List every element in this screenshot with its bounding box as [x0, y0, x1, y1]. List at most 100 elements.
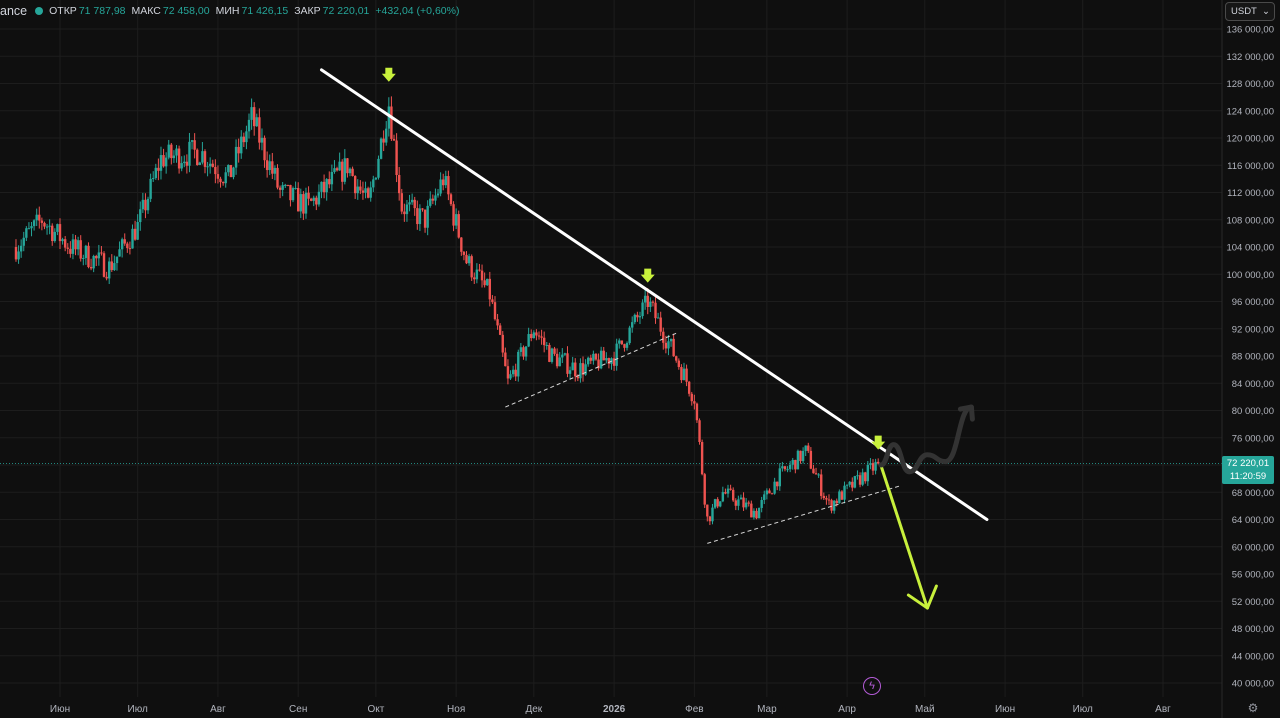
- candle-body: [157, 167, 160, 171]
- candle-body: [858, 475, 862, 485]
- candle-body: [822, 495, 826, 499]
- candle-body: [493, 302, 497, 320]
- currency-selector[interactable]: USDT ⌄: [1225, 2, 1275, 21]
- candle-body: [273, 167, 277, 174]
- last-price-value: 72 220,01: [1226, 458, 1270, 469]
- candle-body: [413, 199, 416, 209]
- status-dot: [35, 7, 44, 15]
- candle-body: [729, 488, 732, 490]
- candle-body: [356, 186, 359, 194]
- candle-body: [592, 353, 595, 361]
- candle-body: [299, 194, 302, 212]
- candle-body: [586, 357, 590, 365]
- candle-body: [566, 353, 569, 374]
- candle-body: [667, 341, 670, 349]
- candle-body: [214, 166, 217, 175]
- candle-body: [325, 179, 328, 193]
- x-tick-label: Авг: [1155, 704, 1171, 715]
- candle-body: [809, 450, 813, 469]
- candle-body: [706, 504, 709, 517]
- candle-body: [462, 251, 466, 255]
- candle-body: [708, 516, 712, 522]
- candle-body: [488, 278, 492, 300]
- gear-icon[interactable]: ⚙: [1247, 701, 1259, 715]
- candle-body: [654, 302, 657, 319]
- candle-body: [260, 137, 264, 143]
- candle-body: [840, 491, 844, 500]
- candle-body: [53, 231, 57, 242]
- candle-body: [123, 239, 126, 244]
- lightning-icon[interactable]: ϟ: [863, 677, 881, 695]
- candle-body: [467, 256, 471, 264]
- candle-body: [203, 151, 207, 167]
- down-arrow-marker-icon: [381, 67, 396, 82]
- candle-body: [791, 459, 794, 465]
- candle-body: [535, 332, 538, 336]
- candle-body: [801, 450, 805, 462]
- candle-body: [669, 338, 673, 342]
- candle-body: [221, 182, 225, 184]
- candle-body: [773, 481, 776, 494]
- candle-body: [175, 148, 178, 156]
- candle-body: [439, 179, 442, 194]
- candle-body: [804, 445, 807, 451]
- candle-body: [542, 337, 546, 346]
- candle-body: [568, 370, 572, 374]
- candle-body: [162, 155, 165, 167]
- candle-body: [486, 278, 489, 286]
- candle-body: [853, 476, 857, 488]
- candle-body: [770, 493, 774, 495]
- candle-body: [470, 256, 473, 278]
- candle-body: [615, 343, 618, 366]
- candle-body: [302, 194, 305, 214]
- candle-body: [555, 353, 559, 367]
- candle-body: [379, 138, 383, 159]
- candle-body: [698, 420, 701, 442]
- candle-body: [871, 463, 875, 471]
- candle-body: [757, 507, 761, 519]
- candle-body: [571, 362, 574, 371]
- candle-body: [760, 499, 763, 508]
- candle-body: [190, 140, 194, 142]
- candle-body: [864, 472, 867, 482]
- candle-body: [164, 157, 168, 167]
- candle-body: [416, 208, 419, 225]
- candle-body: [457, 214, 460, 238]
- low-value: 71 426,15: [241, 5, 289, 17]
- candle-body: [788, 464, 792, 470]
- candle-body: [649, 301, 652, 307]
- change-value: +432,04 (+0,60%): [375, 5, 460, 17]
- candle-body: [478, 269, 481, 271]
- candle-body: [227, 164, 230, 173]
- candle-body: [695, 403, 699, 421]
- y-tick-label: 100 000,00: [1226, 270, 1274, 281]
- candle-body: [465, 254, 468, 264]
- candle-body: [651, 301, 655, 303]
- candle-body: [781, 466, 784, 469]
- candle-body: [625, 343, 629, 348]
- candle-body: [876, 461, 880, 464]
- candle-body: [731, 489, 735, 501]
- candle-body: [594, 353, 598, 360]
- candle-body: [369, 187, 372, 198]
- candle-body: [63, 239, 67, 248]
- candle-body: [656, 317, 660, 319]
- candle-body: [128, 248, 132, 250]
- candle-body: [17, 251, 20, 260]
- candle-body: [219, 178, 222, 183]
- candle-body: [719, 501, 722, 507]
- candle-body: [377, 158, 380, 178]
- candle-body: [392, 138, 396, 141]
- candle-body: [229, 164, 233, 178]
- symbol-source[interactable]: ance: [0, 4, 28, 18]
- candle-body: [752, 510, 756, 518]
- candle-body: [579, 363, 582, 379]
- x-tick-label: Апр: [838, 704, 856, 715]
- y-tick-label: 108 000,00: [1226, 215, 1274, 226]
- candle-body: [188, 141, 191, 166]
- candle-body: [346, 158, 349, 174]
- candle-body: [452, 204, 455, 226]
- y-tick-label: 84 000,00: [1232, 379, 1274, 390]
- candle-body: [827, 499, 831, 501]
